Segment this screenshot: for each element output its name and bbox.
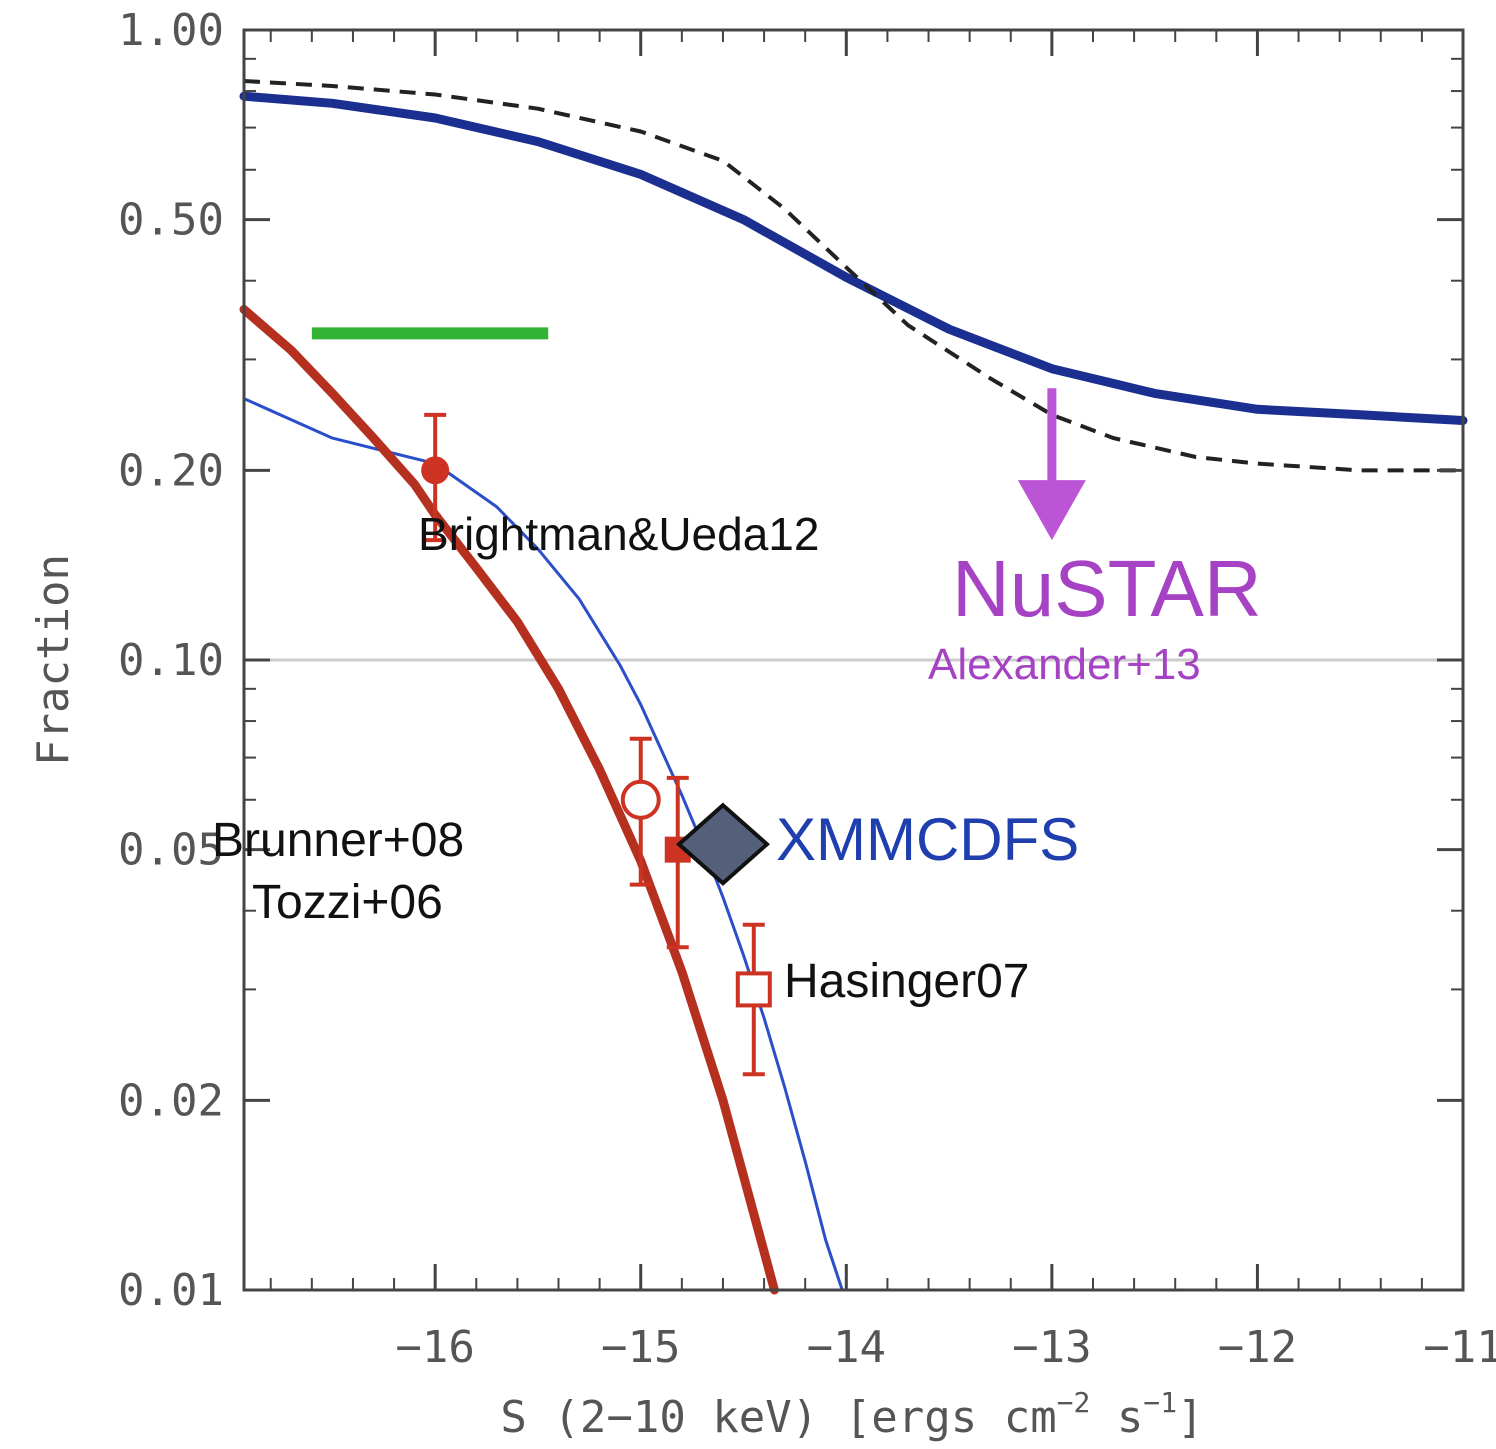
y-tick-label: 1.00 (118, 5, 224, 56)
xmmcdfs-annotation: XMMCDFS (776, 806, 1079, 873)
alexander-annotation: Alexander+13 (928, 640, 1201, 689)
x-tick-label: −11 (1423, 1322, 1496, 1373)
y-axis-title: Fraction (28, 554, 79, 766)
x-tick-label: −16 (395, 1322, 474, 1373)
hasinger-annotation: Hasinger07 (784, 955, 1029, 1008)
x-axis-title: S (2−10 keV) [ergs cm−2 s−1] (500, 1386, 1203, 1443)
brunner-annotation: Brunner+08 (212, 814, 464, 867)
series-line-2 (243, 79, 1463, 473)
tozzi-annotation: Tozzi+06 (252, 876, 443, 929)
nustar-arrow-head (1017, 480, 1086, 541)
brightman-annotation: Brightman&Ueda12 (418, 508, 819, 560)
axis-ticks: −16 −15 −14 −13 −12 −11 0.01 0.02 0.05 0.10 0.20 0.… (118, 5, 1496, 1373)
series-line-3 (242, 397, 844, 1292)
data-points (421, 412, 772, 1077)
brightman-ueda12-marker (421, 456, 450, 485)
xmmcdfs-marker (675, 802, 770, 886)
nustar-annotation: NuSTAR (952, 544, 1262, 633)
y-tick-label: 0.02 (118, 1075, 224, 1126)
series-line-1 (239, 91, 1468, 425)
y-tick-label: 0.50 (118, 195, 224, 246)
x-tick-label: −12 (1218, 1322, 1297, 1373)
hasinger07-marker (735, 971, 772, 1008)
overlay-markers (311, 327, 1086, 886)
y-tick-label: 0.20 (118, 445, 224, 496)
y-tick-label: 0.10 (118, 635, 224, 686)
model-curves (239, 79, 1468, 1295)
y-tick-label: 0.05 (118, 825, 224, 876)
y-tick-label: 0.01 (118, 1265, 224, 1316)
x-tick-label: −13 (1012, 1322, 1091, 1373)
brunner-08-marker (620, 779, 661, 820)
series-line-4 (239, 305, 779, 1295)
x-tick-label: −15 (601, 1322, 680, 1373)
x-tick-label: −14 (807, 1322, 886, 1373)
